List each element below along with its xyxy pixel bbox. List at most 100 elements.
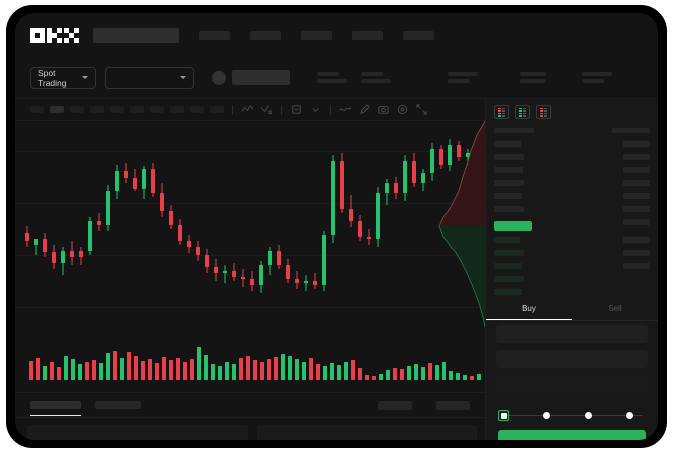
candle-body	[295, 279, 300, 283]
volume-bar	[232, 364, 237, 380]
orderbook-ask-row[interactable]	[494, 180, 524, 186]
volume-bar	[302, 362, 307, 380]
orderbook-mode-asks-icon[interactable]	[536, 105, 551, 119]
draw-pencil-icon[interactable]	[358, 103, 371, 116]
percent-step-dot[interactable]	[585, 412, 592, 419]
interval-10[interactable]	[210, 106, 224, 113]
price-chart[interactable]	[15, 121, 485, 331]
candle-body	[421, 173, 426, 183]
nav-item-1[interactable]	[199, 30, 230, 40]
orderbook-ask-row[interactable]	[494, 206, 524, 212]
percent-slider[interactable]	[498, 410, 646, 422]
interval-2[interactable]	[50, 106, 64, 113]
candle-body	[205, 255, 210, 267]
settings-gear-icon[interactable]	[396, 103, 409, 116]
percent-step-dot[interactable]	[626, 412, 633, 419]
line-chart-icon[interactable]	[339, 103, 352, 116]
volume-chart[interactable]	[15, 331, 485, 393]
tab-sell[interactable]: Sell	[608, 304, 622, 313]
chart-style-chevron-icon[interactable]	[309, 103, 322, 116]
bottom-panel-right[interactable]	[256, 425, 477, 440]
nav-item-5[interactable]	[403, 30, 434, 40]
orderbook-bid-row[interactable]	[494, 276, 524, 282]
bottom-tab-1[interactable]	[30, 401, 81, 416]
candle-body	[52, 252, 57, 263]
volume-bar	[211, 364, 216, 380]
nav-search[interactable]	[93, 27, 179, 43]
order-price-field[interactable]	[496, 325, 648, 343]
percent-step-dot[interactable]	[543, 412, 550, 419]
volume-bar	[225, 362, 230, 380]
interval-3[interactable]	[70, 106, 84, 113]
trade-sidebar: Buy Sell	[485, 99, 658, 440]
order-total-field[interactable]	[496, 375, 648, 393]
chart-type-icon[interactable]	[241, 103, 254, 116]
orderbook-ask-row[interactable]	[494, 193, 522, 199]
interval-1[interactable]	[30, 106, 44, 113]
orderbook-ask-row[interactable]	[494, 154, 524, 160]
volume-bar	[190, 359, 195, 380]
orderbook-spread-row[interactable]	[494, 221, 532, 231]
interval-7[interactable]	[150, 106, 164, 113]
candle	[439, 121, 444, 331]
orderbook-bid-row[interactable]	[494, 237, 520, 243]
orderbook-mode-both-icon[interactable]	[494, 105, 509, 119]
interval-4[interactable]	[90, 106, 104, 113]
interval-5[interactable]	[110, 106, 124, 113]
nav-item-2[interactable]	[250, 30, 281, 40]
order-amount-field[interactable]	[496, 350, 648, 368]
trading-mode-selector[interactable]: Spot Trading	[30, 66, 96, 89]
gridline	[15, 151, 485, 152]
volume-bar	[379, 374, 384, 380]
candle-body	[241, 277, 246, 279]
bottom-panel-left[interactable]	[27, 425, 248, 440]
toolbar-divider	[281, 104, 282, 115]
candle-body	[304, 281, 309, 283]
candle	[142, 121, 147, 331]
candle	[304, 121, 309, 331]
orderbook-ask-row[interactable]	[494, 167, 523, 173]
interval-6[interactable]	[130, 106, 144, 113]
orderbook-bid-row[interactable]	[494, 263, 522, 269]
candle	[250, 121, 255, 331]
interval-9[interactable]	[190, 106, 204, 113]
compare-icon[interactable]	[290, 103, 303, 116]
volume-bar	[428, 363, 433, 380]
nav-item-3[interactable]	[301, 30, 332, 40]
submit-order-button[interactable]	[498, 430, 646, 440]
volume-bar	[267, 359, 272, 380]
candle	[187, 121, 192, 331]
orderbook[interactable]	[486, 124, 658, 314]
interval-8[interactable]	[170, 106, 184, 113]
candle	[313, 121, 318, 331]
percent-slider-handle[interactable]	[498, 410, 509, 421]
candle-body	[331, 161, 336, 235]
volume-bar	[176, 358, 181, 380]
okx-logo-icon[interactable]	[30, 27, 79, 43]
candle	[25, 121, 30, 331]
camera-icon[interactable]	[377, 103, 390, 116]
orderbook-ask-row[interactable]	[494, 141, 521, 147]
bottom-action-2[interactable]	[436, 401, 470, 410]
fullscreen-icon[interactable]	[415, 103, 428, 116]
orderbook-mode-bids-icon[interactable]	[515, 105, 530, 119]
candle-body	[97, 221, 102, 225]
candle	[358, 121, 363, 331]
volume-bar	[463, 375, 468, 380]
nav-item-4[interactable]	[352, 30, 383, 40]
bottom-action-1[interactable]	[378, 401, 412, 410]
volume-bar	[470, 376, 475, 380]
market-stat-2	[361, 72, 391, 83]
orderbook-bid-row[interactable]	[494, 250, 524, 256]
tab-buy[interactable]: Buy	[486, 297, 572, 320]
candle-body	[160, 193, 165, 211]
bottom-tab-2[interactable]	[95, 401, 141, 409]
candle	[223, 121, 228, 331]
orderbook-size-value	[623, 141, 650, 147]
pair-selector[interactable]	[105, 66, 194, 89]
indicators-icon[interactable]	[260, 103, 273, 116]
candle	[448, 121, 453, 331]
orderbook-bid-row[interactable]	[494, 289, 522, 295]
volume-bar	[288, 356, 293, 380]
volume-bar	[218, 366, 223, 380]
